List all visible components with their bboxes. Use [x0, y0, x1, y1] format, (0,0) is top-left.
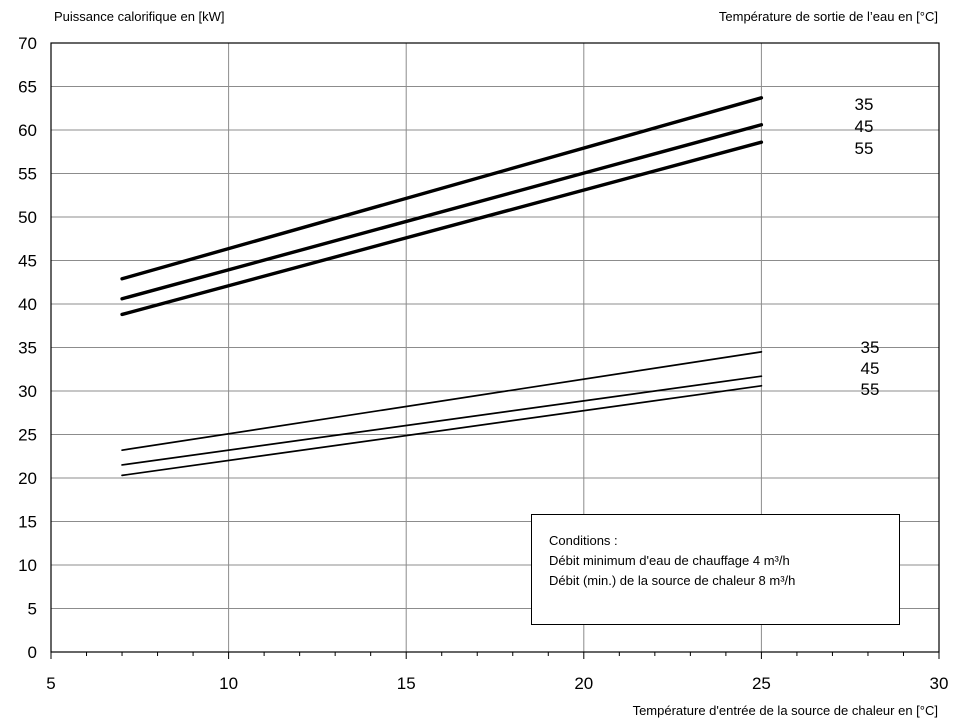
- y-tick-label: 45: [18, 252, 37, 271]
- y-tick-label: 25: [18, 426, 37, 445]
- series-label-upper-55: 55: [855, 139, 874, 158]
- y-tick-label: 70: [18, 34, 37, 53]
- plot-frame: [50, 42, 940, 653]
- x-tick-label: 10: [219, 674, 238, 693]
- x-tick-label: 20: [574, 674, 593, 693]
- outlet-temperature-label: Température de sortie de l’eau en [°C]: [718, 9, 938, 24]
- y-tick-label: 65: [18, 78, 37, 97]
- series-line-lower-55: [121, 384, 763, 477]
- x-tick-label: 30: [930, 674, 949, 693]
- x-tick-label: 5: [46, 674, 55, 693]
- y-tick-label: 55: [18, 165, 37, 184]
- series-label-lower-55: 55: [861, 380, 880, 399]
- series-line-upper-35: [120, 96, 764, 281]
- series-label-lower-35: 35: [861, 338, 880, 357]
- series-line-upper-45: [120, 123, 764, 301]
- x-axis-label: Température d'entrée de la source de cha…: [632, 703, 938, 718]
- conditions-source-flow: Débit (min.) de la source de chaleur 8 m…: [549, 573, 796, 588]
- x-tick-label: 25: [752, 674, 771, 693]
- series-line-upper-55: [120, 140, 764, 317]
- y-tick-label: 35: [18, 339, 37, 358]
- conditions-box: Conditions : Débit minimum d'eau de chau…: [531, 514, 900, 625]
- y-tick-label: 30: [18, 382, 37, 401]
- y-tick-label: 60: [18, 121, 37, 140]
- y-tick-label: 0: [28, 643, 37, 662]
- series-line-lower-35: [121, 351, 763, 452]
- y-axis-label: Puissance calorifique en [kW]: [54, 9, 225, 24]
- y-tick-label: 5: [28, 600, 37, 619]
- conditions-heating-flow: Débit minimum d'eau de chauffage 4 m³/h: [549, 553, 790, 568]
- x-tick-label: 15: [397, 674, 416, 693]
- y-tick-label: 50: [18, 208, 37, 227]
- series-label-lower-45: 45: [861, 359, 880, 378]
- series-label-upper-45: 45: [855, 117, 874, 136]
- series-label-upper-35: 35: [855, 95, 874, 114]
- conditions-title: Conditions :: [549, 533, 618, 548]
- y-tick-label: 10: [18, 556, 37, 575]
- series-line-lower-45: [121, 375, 763, 466]
- y-tick-label: 15: [18, 513, 37, 532]
- y-tick-label: 20: [18, 469, 37, 488]
- y-tick-label: 40: [18, 295, 37, 314]
